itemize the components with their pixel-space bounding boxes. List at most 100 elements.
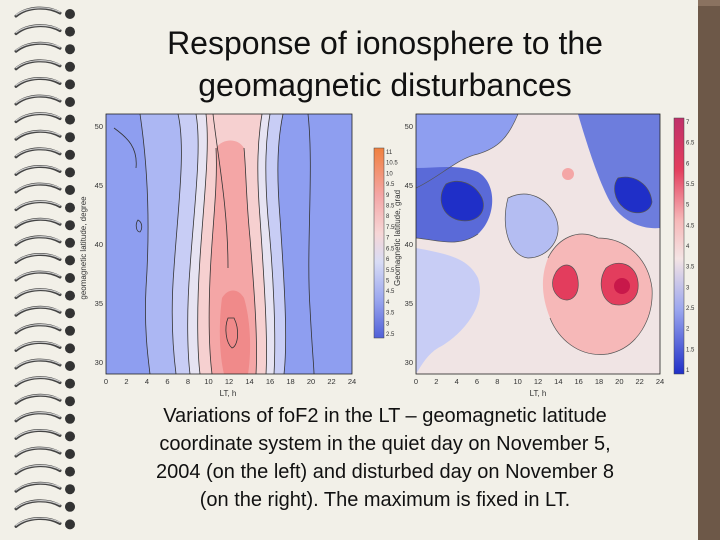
right-map-frame [415,113,661,375]
right-map-ylabel: Geomagnetic latitude, grad [393,190,402,286]
x-tick-label: 14 [245,377,253,386]
y-tick-label: 50 [405,122,413,131]
x-tick-label: 0 [414,377,418,386]
right-map-colorbar-labels: 7 6.5 6 5.5 5 4.5 4 3.5 3 2.5 2 1.5 1 [686,120,695,374]
binding-ring [14,94,75,107]
x-tick-label: 22 [327,377,335,386]
x-tick-label: 20 [307,377,315,386]
binding-ring [14,253,75,266]
binding-ring [14,6,75,19]
colorbar-label: 5 [686,203,690,209]
x-tick-label: 8 [495,377,499,386]
x-tick-label: 18 [286,377,294,386]
colorbar-label: 3 [386,321,390,327]
left-map-y-ticks: 50 45 40 35 30 [95,122,103,367]
right-map-light-blue-center [505,194,559,258]
x-tick-label: 24 [656,377,664,386]
y-tick-label: 30 [95,358,103,367]
slide-title: Response of ionosphere to the geomagneti… [100,22,670,106]
right-map-light-blue-lower [416,248,480,374]
binding-ring [14,165,75,178]
colorbar-label: 5 [386,278,390,284]
right-map-colorbar [673,117,685,375]
colorbar-label: 7.5 [386,225,395,231]
binding-ring [14,446,75,459]
binding-ring [14,147,75,160]
x-tick-label: 12 [225,377,233,386]
colorbar-label: 10.5 [386,161,398,167]
right-map-deep-blue-right [614,177,652,213]
colorbar-label: 7 [686,120,690,126]
binding-ring [14,517,75,530]
left-map-contour-lines [113,113,315,375]
colorbar-label: 1 [686,368,690,374]
y-tick-label: 45 [95,181,103,190]
binding-ring [14,464,75,477]
right-map-deep-blue-blob [441,181,484,221]
left-map-ylabel: geomagnetic latitude, degree [79,196,88,300]
binding-ring [14,24,75,37]
binding-ring [14,41,75,55]
left-map-xlabel: LT, h [220,389,237,398]
y-tick-label: 50 [95,122,103,131]
colorbar-label: 4.5 [686,223,695,229]
binding-ring [14,358,75,371]
figure-contour-maps: geomagnetic latitude, degree [79,113,695,398]
x-tick-label: 16 [266,377,274,386]
right-map-x-ticks: 0 2 4 6 8 10 12 14 16 18 20 22 24 [414,377,664,386]
colorbar-label: 3.5 [386,311,395,317]
binding-ring [14,429,75,442]
binding-ring [14,270,75,283]
x-tick-label: 22 [635,377,643,386]
left-map-band-6 [219,290,251,374]
title-line-1: Response of ionosphere to the [167,25,603,61]
binding-ring [14,288,75,301]
binding-ring [14,235,75,248]
colorbar-label: 9.5 [386,182,395,188]
colorbar-label: 6 [686,161,690,167]
x-tick-label: 12 [534,377,542,386]
colorbar-label: 2 [686,327,690,333]
title-line-2: geomagnetic disturbances [198,67,572,103]
caption-line-3: 2004 (on the left) and disturbed day on … [155,461,615,483]
binding-ring [14,129,75,143]
binding-ring [14,59,75,72]
x-tick-label: 16 [574,377,582,386]
binding-ring [14,341,75,354]
x-tick-label: 10 [204,377,212,386]
right-map-contour-lines [415,113,653,355]
colorbar-label: 3.5 [686,265,695,271]
x-tick-label: 6 [475,377,479,386]
binding-ring [14,112,75,125]
colorbar-label: 6.5 [386,246,395,252]
colorbar-label: 7 [386,236,390,242]
x-tick-label: 20 [615,377,623,386]
colorbar-label: 4.5 [386,289,395,295]
colorbar-label: 8 [386,214,390,220]
caption-line-2: coordinate system in the quiet day on No… [159,433,611,455]
binding-ring [14,217,75,231]
spiral-binding [14,6,75,530]
right-map-hot-blob-left [552,265,579,300]
x-tick-label: 24 [348,377,356,386]
colorbar-label: 3 [686,285,690,291]
x-tick-label: 8 [186,377,190,386]
slide-caption: Variations of foF2 in the LT – geomagnet… [100,402,670,514]
left-map-frame [105,113,353,375]
right-map: Geomagnetic latitude, grad [393,113,695,398]
y-tick-label: 35 [405,299,413,308]
colorbar-label: 5.5 [386,268,395,274]
left-map-colorbar [373,147,385,339]
right-map-hot-core [614,278,630,294]
x-tick-label: 4 [145,377,149,386]
binding-ring [14,305,75,319]
x-tick-label: 6 [165,377,169,386]
colorbar-label: 11 [386,150,393,156]
binding-ring [14,200,75,213]
x-tick-label: 2 [434,377,438,386]
x-tick-label: 2 [124,377,128,386]
left-map-x-ticks: 0 2 4 6 8 10 12 14 16 18 20 22 24 [104,377,356,386]
right-map-y-ticks: 50 45 40 35 30 [405,122,413,367]
colorbar-label: 2.5 [686,306,695,312]
caption-line-4: (on the right). The maximum is fixed in … [199,489,571,511]
